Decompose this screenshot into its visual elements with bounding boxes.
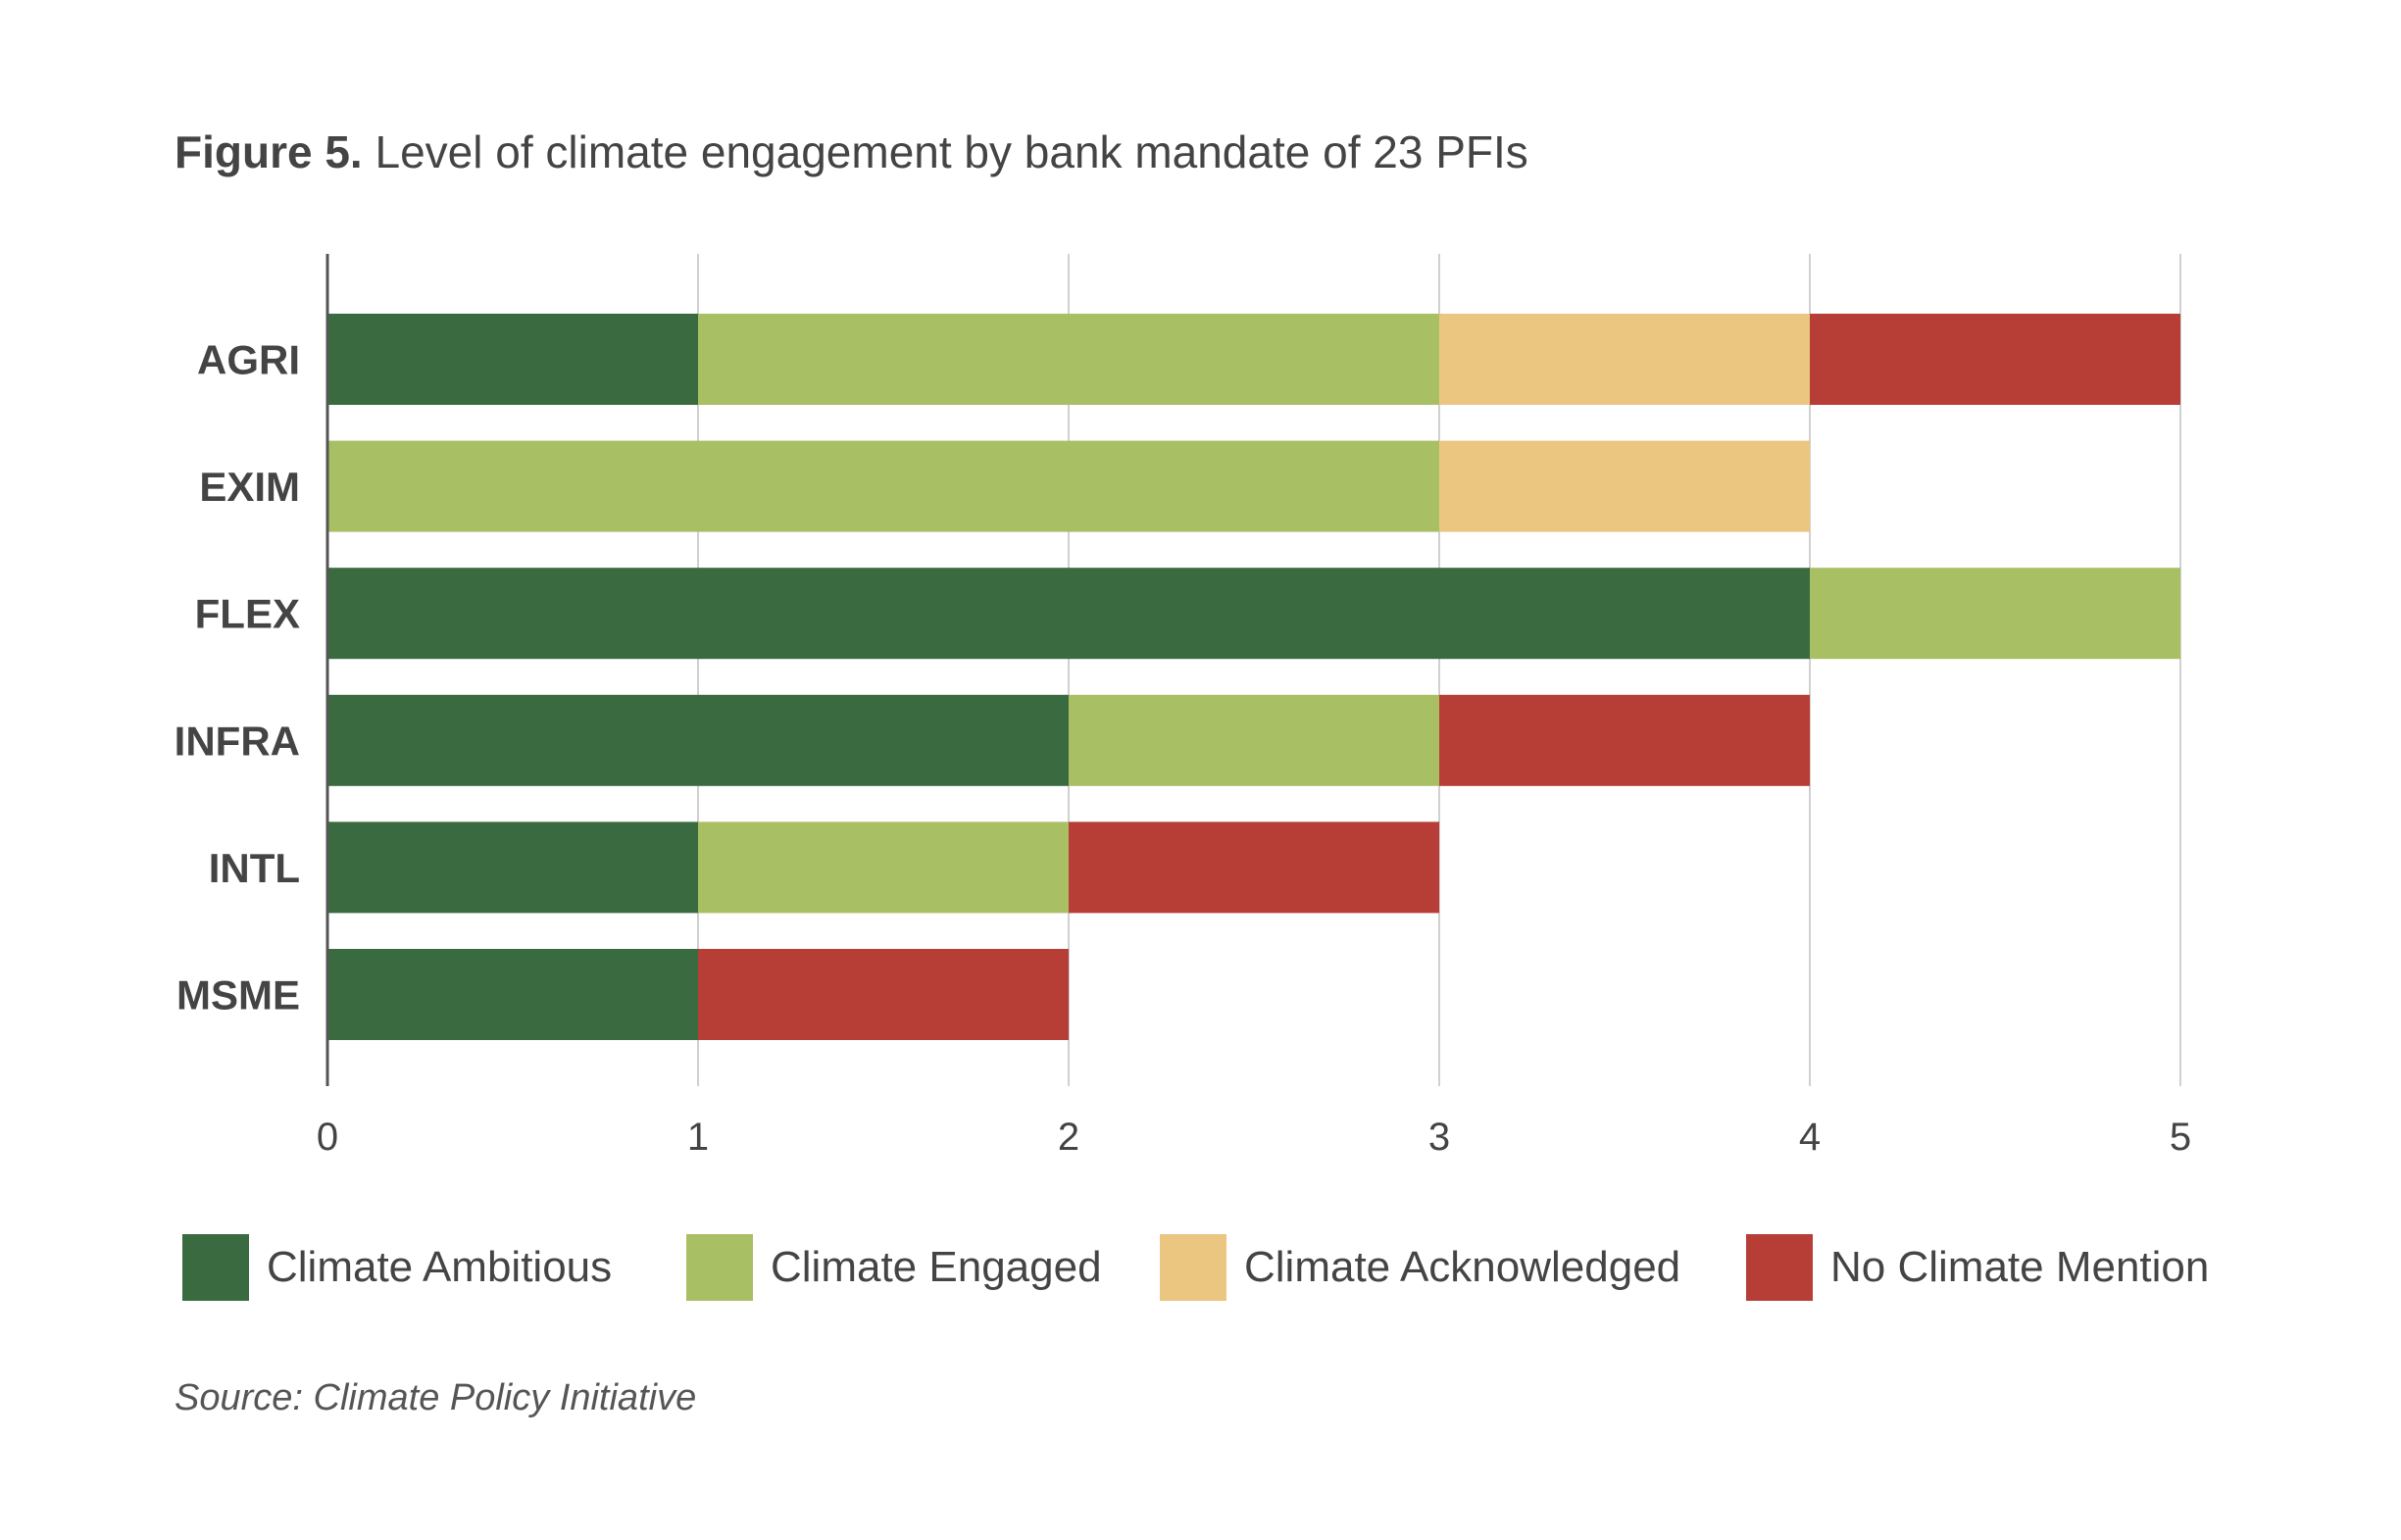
bar-intl-climate-ambitious	[327, 821, 698, 914]
bar-msme-no-climate-mention	[698, 949, 1069, 1040]
category-label-agri: AGRI	[197, 337, 300, 383]
bar-agri-climate-engaged	[698, 314, 1439, 405]
bar-msme-climate-ambitious	[327, 949, 698, 1040]
legend-swatch-no-climate-mention	[1746, 1234, 1813, 1301]
bar-agri-climate-ambitious	[327, 314, 698, 405]
category-label-exim: EXIM	[199, 464, 300, 510]
category-label-intl: INTL	[209, 845, 300, 891]
legend-item-no-climate-mention: No Climate Mention	[1746, 1233, 2209, 1302]
x-tick-label-4: 4	[1799, 1116, 1821, 1159]
x-tick-label-3: 3	[1428, 1116, 1450, 1159]
x-tick-label-1: 1	[687, 1116, 709, 1159]
bar-exim-climate-acknowledged	[1439, 440, 1810, 532]
figure-label: Figure 5.	[175, 126, 363, 177]
legend-swatch-climate-acknowledged	[1160, 1234, 1226, 1301]
legend-label-no-climate-mention: No Climate Mention	[1830, 1243, 2210, 1291]
bar-infra-no-climate-mention	[1439, 694, 1810, 786]
figure-title-text: Level of climate engagement by bank mand…	[375, 126, 1528, 177]
source-note: Source: Climate Policy Initiative	[175, 1377, 697, 1418]
legend-label-climate-ambitious: Climate Ambitious	[267, 1243, 613, 1291]
bar-infra-climate-ambitious	[327, 694, 1069, 786]
legend-item-climate-acknowledged: Climate Acknowledged	[1160, 1233, 1680, 1302]
bar-flex-climate-ambitious	[327, 568, 1810, 660]
legend-swatch-climate-engaged	[686, 1234, 753, 1301]
bar-exim-climate-engaged	[327, 440, 1439, 532]
legend-item-climate-engaged: Climate Engaged	[686, 1233, 1102, 1302]
bar-agri-no-climate-mention	[1810, 314, 2180, 405]
category-label-msme: MSME	[176, 972, 300, 1018]
legend-label-climate-acknowledged: Climate Acknowledged	[1244, 1243, 1681, 1291]
x-tick-label-5: 5	[2170, 1116, 2191, 1159]
category-label-flex: FLEX	[195, 591, 300, 637]
legend-item-climate-ambitious: Climate Ambitious	[182, 1233, 612, 1302]
legend-label-climate-engaged: Climate Engaged	[771, 1243, 1102, 1291]
bar-intl-no-climate-mention	[1069, 821, 1439, 914]
figure-title: Figure 5. Level of climate engagement by…	[175, 125, 1528, 178]
x-tick-label-2: 2	[1058, 1116, 1079, 1159]
bar-intl-climate-engaged	[698, 821, 1069, 914]
bar-infra-climate-engaged	[1069, 694, 1439, 786]
category-label-infra: INFRA	[175, 718, 300, 764]
bar-agri-climate-acknowledged	[1439, 314, 1810, 405]
bar-flex-climate-engaged	[1810, 568, 2180, 660]
x-tick-label-0: 0	[317, 1116, 338, 1159]
legend-swatch-climate-ambitious	[182, 1234, 249, 1301]
